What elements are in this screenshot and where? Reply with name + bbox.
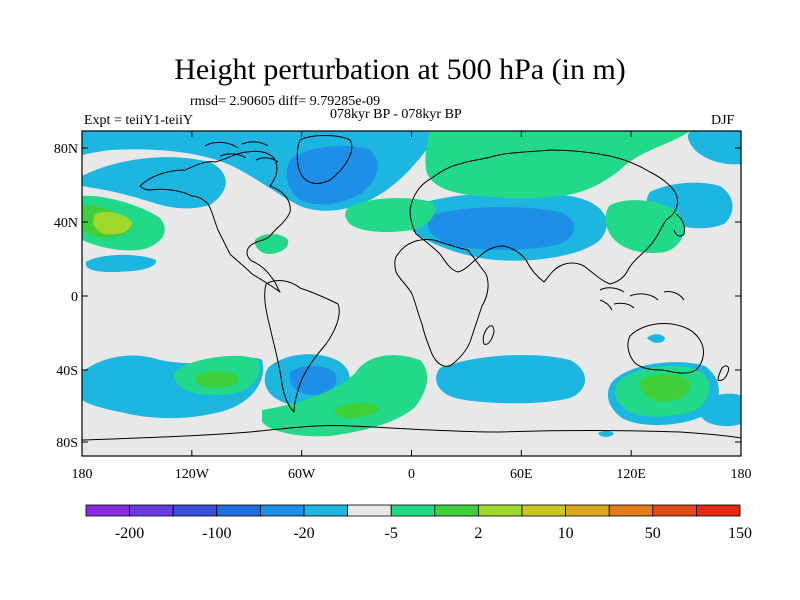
- colorbar: -200 -100 -20 -5 2 10 50 150: [85, 504, 752, 542]
- anomaly-dark-green-south-pacific: [195, 371, 239, 388]
- plot-title: Height perturbation at 500 hPa (in m): [174, 53, 626, 86]
- colorbar-swatch: [85, 504, 130, 517]
- colorbar-label: -5: [385, 525, 398, 542]
- lon-tick-label: 180: [72, 467, 93, 482]
- colorbar-swatch: [434, 504, 479, 517]
- lat-tick-label: 40S: [56, 364, 78, 379]
- colorbar-swatch: [216, 504, 261, 517]
- colorbar-swatch: [259, 504, 305, 517]
- lon-tick-label: 60W: [288, 467, 316, 482]
- anomaly-mid-blue-north-atlantic: [286, 145, 378, 205]
- lon-tick-label: 180: [731, 467, 752, 482]
- coastline-new-zealand: [717, 365, 729, 381]
- anomaly-green-south-atlantic: [262, 355, 428, 437]
- anomaly-green-west-pacific: [605, 200, 685, 254]
- latitude-axis: 80N 40N 0 40S 80S: [54, 142, 741, 451]
- colorbar-label: -20: [293, 525, 314, 542]
- colorbar-label: 50: [645, 525, 661, 542]
- coastline-japan: [673, 213, 685, 237]
- anomaly-dark-green-australia-south: [639, 374, 691, 402]
- anomaly-mid-blue-south-atlantic: [290, 366, 337, 396]
- colorbar-label: 150: [728, 525, 752, 542]
- anomaly-green-caribbean: [254, 234, 289, 254]
- season-label: DJF: [711, 113, 735, 128]
- lat-tick-label: 0: [71, 290, 78, 305]
- anomaly-light-blue-indian-ocean: [436, 354, 585, 404]
- map-panel: [82, 131, 741, 456]
- colorbar-swatch: [696, 504, 741, 517]
- coastline-australia: [627, 323, 704, 374]
- coastline-antarctica: [82, 424, 741, 441]
- colorbar-swatch: [129, 504, 174, 517]
- coastline-africa: [394, 239, 489, 367]
- lat-tick-label: 80S: [56, 436, 78, 451]
- colorbar-swatch: [608, 504, 654, 517]
- anomaly-green-arctic-eurasia: [425, 131, 690, 199]
- perturbation-field: [82, 131, 741, 437]
- colorbar-swatch: [477, 504, 523, 517]
- coastline-greenland: [296, 135, 353, 184]
- period-label: 078kyr BP - 078kyr BP: [330, 107, 462, 122]
- colorbar-label: -100: [202, 525, 231, 542]
- coastline-madagascar: [482, 325, 495, 345]
- lon-tick-label: 60E: [510, 467, 533, 482]
- colorbar-swatch: [172, 504, 218, 517]
- colorbar-swatch: [347, 504, 392, 517]
- anomaly-light-blue-north-pacific: [82, 157, 226, 209]
- lon-tick-label: 0: [408, 467, 415, 482]
- lat-tick-label: 40N: [54, 216, 78, 231]
- coastline-eurasia: [409, 149, 679, 285]
- anomaly-light-blue-small-south: [647, 334, 665, 343]
- coastlines: [82, 135, 741, 441]
- longitude-axis: 180 120W 60W 0 60E 120E 180: [72, 131, 752, 482]
- anomaly-dark-green-south-atlantic: [334, 402, 380, 418]
- colorbar-label: 10: [558, 525, 574, 542]
- colorbar-swatch: [565, 504, 610, 517]
- anomaly-yellow-green-north-pacific-west: [93, 211, 132, 235]
- coastline-maritime-continent: [599, 287, 685, 311]
- coastline-south-america: [264, 280, 340, 413]
- colorbar-swatch: [652, 504, 697, 517]
- anomaly-light-blue-south-pacific-east: [698, 393, 741, 427]
- experiment-label: Expt = teiiY1-teiiY: [84, 113, 193, 128]
- anomaly-light-blue-arctic-east: [687, 131, 741, 165]
- anomaly-light-blue-antarctic-speck: [598, 430, 614, 437]
- anomaly-light-blue-east-pacific: [85, 254, 157, 272]
- colorbar-swatch: [390, 504, 436, 517]
- lon-tick-label: 120W: [175, 467, 210, 482]
- lon-tick-label: 120E: [616, 467, 646, 482]
- colorbar-label: -200: [115, 525, 144, 542]
- coastline-arctic-islands: [204, 141, 279, 163]
- anomaly-mid-blue-asia: [427, 207, 575, 250]
- lat-tick-label: 80N: [54, 142, 78, 157]
- colorbar-swatch: [303, 504, 348, 517]
- colorbar-label: 2: [474, 525, 482, 542]
- stats-label: rmsd= 2.90605 diff= 9.79285e-09: [190, 94, 381, 109]
- coastline-north-america: [139, 150, 291, 293]
- colorbar-swatch: [521, 504, 566, 517]
